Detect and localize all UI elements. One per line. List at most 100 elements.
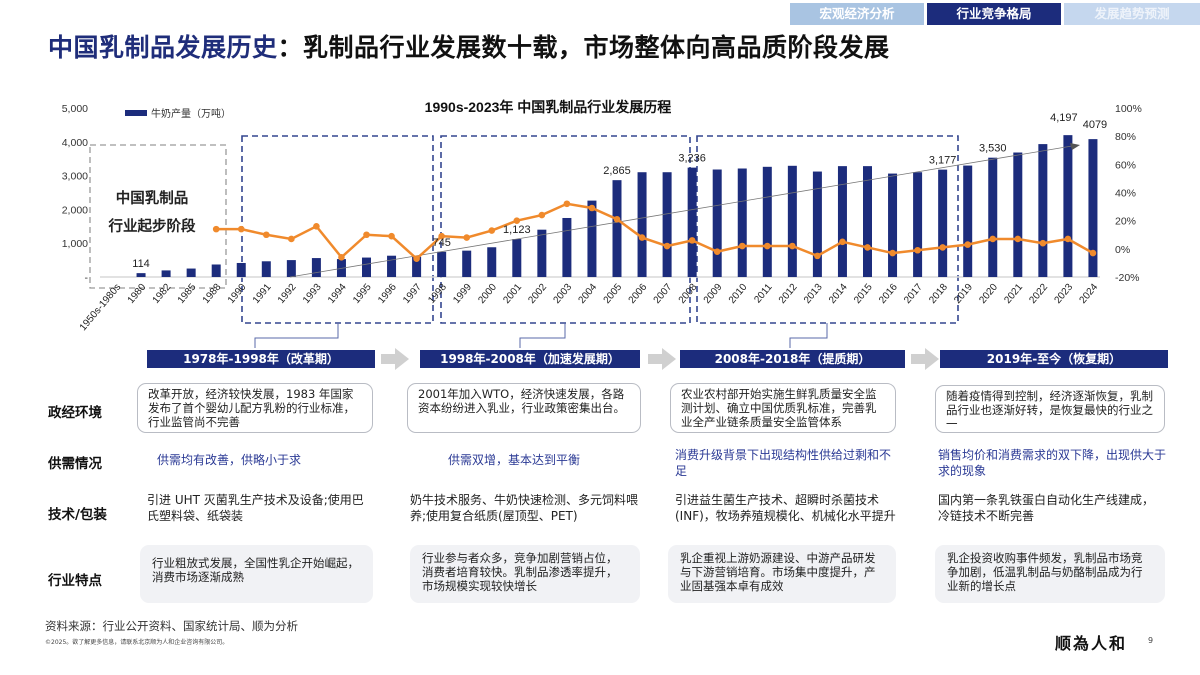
legend-swatch — [125, 110, 147, 116]
x-tick-label: 2013 — [802, 282, 825, 306]
row-label-policy: 政经环境 — [48, 405, 102, 421]
tech-cell-acceleration: 奶牛技术服务、牛奶快速检测、多元饲料喂养;使用复合纸质(屋顶型、PET) — [410, 493, 639, 523]
growth-point-2018 — [939, 244, 946, 251]
growth-line — [216, 202, 1094, 261]
bar-1995 — [362, 257, 371, 277]
growth-point-2009 — [713, 248, 721, 255]
x-tick-label: 2015 — [852, 282, 875, 306]
tab-industry-competition[interactable]: 行业竞争格局 — [927, 3, 1061, 25]
x-tick-label: 2003 — [551, 282, 574, 306]
growth-point-2014 — [839, 238, 846, 246]
bar-1998 — [437, 251, 447, 277]
x-tick-label: 2009 — [702, 282, 725, 306]
policy-cell-recovery: 随着疫情得到控制，经济逐渐恢复，乳制品行业也逐渐好转，是恢复最快的行业之一 — [935, 385, 1165, 433]
data-label-2008: 3,236 — [678, 153, 706, 165]
growth-point-2006 — [638, 234, 646, 241]
bar-1980 — [136, 273, 146, 277]
growth-point-2000 — [488, 227, 496, 234]
growth-point-1996 — [388, 232, 395, 240]
x-tick-label: 2020 — [977, 282, 1000, 306]
x-tick-label: 2021 — [1002, 282, 1025, 306]
policy-cell-reform: 改革开放，经济较快发展，1983 年国家发布了首个婴幼儿配方乳粉的行业标准，行业… — [137, 383, 373, 433]
bar-2010 — [737, 168, 747, 277]
tech-cell-reform: 引进 UHT 灭菌乳生产技术及设备;使用巴氏塑料袋、纸袋装 — [147, 493, 364, 523]
milk-production-chart: 1990s-2023年 中国乳制品行业发展历程 牛奶产量（万吨） 中国乳制品 行… — [62, 99, 1142, 348]
right-axis-tick: 0% — [1115, 244, 1130, 256]
policy-cell-quality: 农业农村部开始实施生鲜乳质量安全监测计划、确立中国优质乳标准，完善乳业全产业链条… — [670, 383, 896, 433]
row-label-features: 行业特点 — [48, 573, 102, 589]
bar-1990 — [236, 262, 246, 277]
growth-point-2010 — [738, 242, 746, 250]
tech-cell-recovery: 国内第一条乳铁蛋白自动化生产线建成，冷链技术不断完善 — [938, 493, 1155, 523]
bar-1982 — [161, 270, 171, 277]
acceleration-connector — [519, 323, 566, 348]
right-axis-tick: 80% — [1115, 131, 1136, 143]
right-axis-tick: 100% — [1115, 103, 1142, 115]
growth-point-2017 — [914, 246, 921, 254]
brand-logo: 顺為人和 — [1055, 634, 1128, 653]
growth-point-1994 — [338, 253, 345, 261]
growth-point-1997 — [413, 255, 420, 262]
reform-connector — [254, 323, 339, 348]
growth-point-2016 — [889, 249, 896, 257]
arrow-right-icon — [648, 348, 676, 370]
left-axis-tick: 2,000 — [62, 204, 88, 216]
left-axis-tick: - — [85, 272, 89, 284]
growth-point-1993 — [313, 223, 320, 230]
x-tick-label: 2006 — [627, 282, 650, 306]
policy-cell-acceleration: 2001年加入WTO，经济快速发展，各路资本纷纷进入乳业，行业政策密集出台。 — [407, 383, 641, 433]
growth-point-1990 — [237, 225, 245, 233]
growth-point-1991 — [263, 231, 270, 239]
data-label-1998: 745 — [432, 237, 450, 249]
data-label-2024: 4079 — [1083, 119, 1107, 131]
x-tick-label: 1999 — [451, 282, 474, 306]
right-axis-tick: -20% — [1115, 272, 1140, 284]
bar-1997 — [412, 256, 422, 277]
bar-2020 — [988, 157, 998, 277]
growth-point-1992 — [288, 235, 295, 243]
data-label-2001: 1,123 — [503, 224, 531, 236]
x-tick-label: 1992 — [276, 282, 299, 306]
bar-2004 — [587, 200, 597, 277]
data-label-1980: 114 — [132, 258, 150, 270]
tab-trend-forecast[interactable]: 发展趋势预测 — [1064, 3, 1200, 25]
growth-point-2001 — [513, 217, 521, 224]
tab-macro-economy[interactable]: 宏观经济分析 — [790, 3, 924, 25]
bar-2024 — [1088, 139, 1098, 277]
features-cell-recovery: 乳企投资收购事件频发，乳制品市场竞争加剧，低温乳制品与奶酪制品成为行业新的增长点 — [935, 545, 1165, 603]
growth-point-1999 — [463, 234, 471, 241]
features-cell-acceleration: 行业参与者众多，竞争加剧营销占位，消费者培育较快。乳制品渗透率提升，市场规模实现… — [410, 545, 640, 603]
bar-2017 — [913, 172, 923, 277]
right-axis-tick: 60% — [1115, 159, 1136, 171]
bar-2019 — [963, 165, 973, 277]
quality-connector — [789, 323, 828, 348]
x-tick-label: 2019 — [952, 282, 975, 306]
bar-2003 — [562, 217, 572, 277]
x-tick-label: 2018 — [927, 282, 950, 306]
x-tick-label: 1995 — [351, 282, 374, 306]
bar-2002 — [537, 229, 547, 277]
growth-point-2003 — [563, 200, 571, 208]
x-tick-label: 2002 — [526, 282, 549, 306]
growth-point-1998 — [438, 232, 445, 240]
x-tick-label: 1990 — [226, 282, 249, 306]
growth-point-2011 — [764, 242, 771, 250]
growth-point-2007 — [663, 242, 671, 250]
bar-2005 — [612, 180, 622, 277]
arrow-right-icon — [911, 348, 939, 370]
growth-point-1995 — [363, 231, 370, 239]
x-tick-label: 2008 — [677, 282, 700, 306]
x-tick-label: 2022 — [1027, 282, 1050, 306]
x-tick-label: 1982 — [151, 282, 174, 306]
x-tick-label: 2017 — [902, 282, 925, 306]
bar-2023 — [1063, 135, 1073, 277]
tech-cell-quality: 引进益生菌生产技术、超瞬时杀菌技术(INF)，牧场养殖规模化、机械化水平提升 — [675, 493, 896, 523]
growth-point-2019 — [964, 241, 971, 248]
source-note: 资料来源：行业公开资料、国家统计局、顺为分析 — [45, 619, 298, 633]
growth-point-2021 — [1014, 235, 1022, 243]
quality-period-box — [696, 135, 959, 324]
left-axis-tick: 4,000 — [62, 137, 88, 149]
x-tick-label: 2014 — [827, 282, 850, 306]
growth-point-2015 — [864, 244, 871, 251]
bar-2011 — [762, 166, 772, 277]
